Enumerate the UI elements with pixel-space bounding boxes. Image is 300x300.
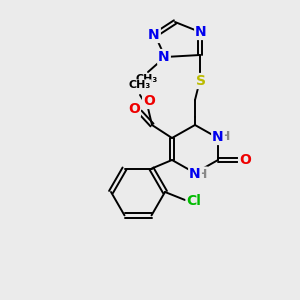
- Text: H: H: [197, 167, 207, 181]
- Text: CH₃: CH₃: [129, 80, 151, 90]
- Text: O: O: [128, 102, 140, 116]
- Text: O: O: [143, 94, 155, 108]
- Text: N: N: [189, 167, 201, 181]
- Text: H: H: [220, 130, 230, 143]
- Text: N: N: [158, 50, 170, 64]
- Text: S: S: [196, 74, 206, 88]
- Text: N: N: [212, 130, 224, 144]
- Text: Cl: Cl: [187, 194, 201, 208]
- Text: O: O: [239, 153, 251, 167]
- Text: CH₃: CH₃: [136, 74, 158, 84]
- Text: N: N: [148, 28, 160, 42]
- Text: N: N: [195, 25, 207, 39]
